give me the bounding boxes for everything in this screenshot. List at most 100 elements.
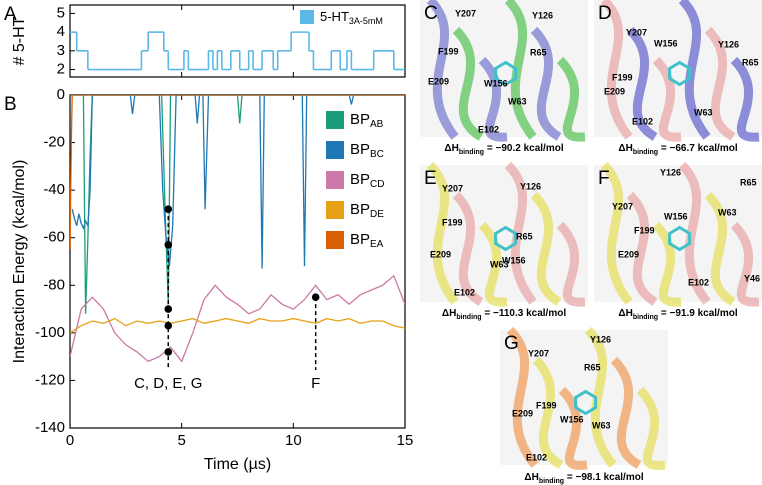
panel-letter: B bbox=[4, 94, 17, 115]
structure-bg bbox=[420, 0, 588, 137]
residue-label: E209 bbox=[604, 86, 625, 96]
legend-label-sub: CD bbox=[370, 179, 384, 190]
ribbon bbox=[558, 386, 588, 470]
panel-letter: E bbox=[424, 168, 437, 189]
ribbon bbox=[704, 26, 736, 141]
x-tick-label: 10 bbox=[285, 432, 302, 449]
series-line bbox=[70, 95, 405, 250]
y-tick-label: 2 bbox=[57, 60, 65, 77]
residue-label: W63 bbox=[508, 96, 527, 106]
residue-label: W63 bbox=[490, 259, 509, 269]
legend-label: 5-HT3A-5mM bbox=[320, 9, 383, 26]
residue-label: Y126 bbox=[532, 10, 553, 20]
residue-label: W156 bbox=[654, 38, 678, 48]
ligand bbox=[668, 60, 692, 87]
legend-label-main: BP bbox=[350, 111, 370, 128]
ribbon bbox=[426, 0, 459, 140]
binding-caption-sub: binding bbox=[456, 314, 481, 321]
ribbon bbox=[600, 0, 633, 140]
residue-label: Y207 bbox=[442, 183, 463, 193]
binding-caption-sub: binding bbox=[633, 314, 658, 321]
binding-caption-sub: binding bbox=[459, 149, 484, 156]
ribbon bbox=[730, 56, 760, 142]
residue-label: F199 bbox=[442, 217, 463, 227]
panel-letter: D bbox=[598, 3, 612, 24]
ribbon bbox=[704, 191, 736, 306]
binding-caption-main: ΔH bbox=[618, 308, 632, 319]
structure-bg bbox=[594, 165, 762, 302]
residue-label: Y126 bbox=[520, 181, 541, 191]
panel-letter: A bbox=[4, 4, 17, 25]
binding-caption: ΔHbinding = −91.9 kcal/mol bbox=[618, 308, 737, 321]
legend-label-main: BP bbox=[350, 171, 370, 188]
legend-label: BPBC bbox=[350, 141, 384, 160]
residue-label: Y207 bbox=[612, 201, 633, 211]
ribbon bbox=[584, 326, 617, 468]
series-line bbox=[70, 317, 405, 334]
y-tick-label: -140 bbox=[35, 419, 65, 436]
ribbon bbox=[532, 356, 564, 469]
residue-label: W63 bbox=[718, 207, 737, 217]
y-tick-label: -60 bbox=[43, 229, 65, 246]
y-tick-label: 4 bbox=[57, 23, 65, 40]
residue-label: W156 bbox=[664, 211, 688, 221]
structure-bg bbox=[594, 0, 762, 137]
ribbon bbox=[626, 191, 658, 306]
marker-dot bbox=[164, 348, 173, 356]
residue-label: E102 bbox=[526, 452, 547, 462]
ribbon bbox=[506, 326, 539, 468]
binding-caption: ΔHbinding = −90.2 kcal/mol bbox=[444, 143, 563, 156]
ribbon bbox=[678, 161, 711, 305]
legend-label-main: 5-HT bbox=[320, 9, 349, 24]
residue-label: E102 bbox=[454, 287, 475, 297]
binding-caption-tail: = −91.9 kcal/mol bbox=[658, 308, 738, 319]
residue-label: Y207 bbox=[626, 27, 647, 37]
binding-caption-tail: = −110.3 kcal/mol bbox=[482, 308, 567, 319]
residue-label: F199 bbox=[634, 225, 655, 235]
ribbon bbox=[652, 56, 682, 142]
series-line bbox=[70, 274, 405, 363]
y-tick-label: 5 bbox=[57, 4, 65, 21]
residue-label: W63 bbox=[694, 107, 713, 117]
residue-label: F199 bbox=[536, 400, 557, 410]
binding-caption-sub: binding bbox=[539, 478, 564, 485]
structure-bg bbox=[420, 165, 588, 302]
residue-label: E209 bbox=[428, 76, 449, 86]
ribbon bbox=[452, 191, 484, 306]
ribbon bbox=[730, 221, 760, 307]
binding-caption-main: ΔH bbox=[442, 308, 456, 319]
residue-label: W63 bbox=[592, 420, 611, 430]
binding-caption-tail: = −90.2 kcal/mol bbox=[484, 143, 564, 154]
ligand bbox=[494, 225, 518, 252]
ribbon bbox=[610, 356, 642, 469]
binding-caption: ΔHbinding = −66.7 kcal/mol bbox=[618, 143, 737, 156]
legend-label: BPDE bbox=[350, 201, 384, 220]
binding-caption: ΔHbinding = −110.3 kcal/mol bbox=[442, 308, 566, 321]
marker-dot bbox=[164, 241, 173, 249]
legend-label: BPEA bbox=[350, 231, 384, 250]
ribbon bbox=[652, 221, 682, 307]
annotation-label: F bbox=[311, 375, 320, 392]
ribbon bbox=[478, 221, 508, 307]
y-tick-label: 3 bbox=[57, 42, 65, 59]
y-tick-label: -120 bbox=[35, 371, 65, 388]
legend-label-sub: 3A-5mM bbox=[349, 16, 383, 26]
ribbon bbox=[678, 0, 711, 140]
ribbon bbox=[530, 191, 562, 306]
x-tick-label: 15 bbox=[397, 432, 414, 449]
residue-label: Y126 bbox=[660, 167, 681, 177]
residue-label: E102 bbox=[632, 116, 653, 126]
residue-label: Y207 bbox=[528, 348, 549, 358]
residue-label: E102 bbox=[688, 277, 709, 287]
residue-label: Y126 bbox=[718, 39, 739, 49]
ligand bbox=[574, 389, 598, 416]
legend-swatch bbox=[300, 10, 314, 24]
ribbon bbox=[556, 56, 586, 142]
ligand bbox=[494, 60, 518, 87]
panel-letter: G bbox=[504, 333, 519, 354]
x-axis-label: Time (µs) bbox=[204, 456, 271, 473]
legend-label-main: BP bbox=[350, 231, 370, 248]
ribbon bbox=[600, 161, 633, 305]
panel-letter: C bbox=[424, 3, 438, 24]
